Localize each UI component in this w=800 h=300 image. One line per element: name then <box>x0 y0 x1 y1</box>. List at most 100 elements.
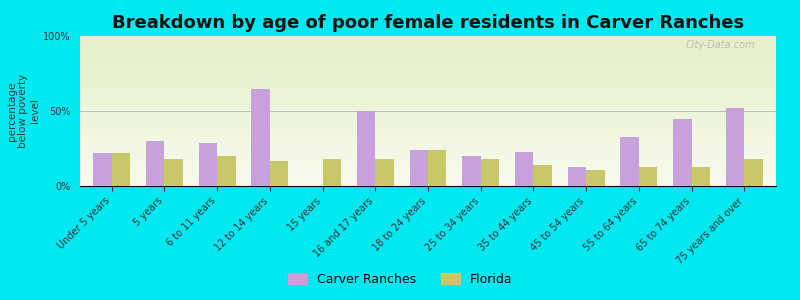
Bar <box>80 157 776 158</box>
Bar <box>80 69 776 70</box>
Bar <box>80 130 776 131</box>
Bar <box>80 185 776 186</box>
Bar <box>80 120 776 121</box>
Bar <box>80 76 776 77</box>
Bar <box>375 159 394 186</box>
Bar <box>80 80 776 81</box>
Bar <box>80 91 776 92</box>
Bar <box>80 89 776 90</box>
Bar <box>80 114 776 115</box>
Bar <box>80 106 776 107</box>
Bar <box>80 49 776 50</box>
Bar <box>462 156 481 186</box>
Bar <box>198 142 217 186</box>
Bar <box>80 155 776 156</box>
Bar <box>80 180 776 181</box>
Bar <box>80 77 776 78</box>
Bar <box>80 140 776 141</box>
Bar <box>80 137 776 138</box>
Bar <box>80 182 776 183</box>
Bar <box>80 165 776 166</box>
Bar <box>80 139 776 140</box>
Bar <box>322 159 341 186</box>
Bar <box>80 61 776 62</box>
Bar <box>80 149 776 150</box>
Bar <box>80 38 776 39</box>
Legend: Carver Ranches, Florida: Carver Ranches, Florida <box>283 268 517 291</box>
Bar <box>80 177 776 178</box>
Bar <box>481 159 499 186</box>
Bar <box>80 153 776 154</box>
Bar <box>80 124 776 125</box>
Bar <box>80 92 776 93</box>
Bar <box>80 86 776 87</box>
Bar <box>80 111 776 112</box>
Bar <box>80 168 776 169</box>
Bar <box>80 44 776 45</box>
Bar <box>80 64 776 65</box>
Bar <box>80 99 776 100</box>
Bar <box>80 100 776 101</box>
Bar <box>80 126 776 127</box>
Bar <box>80 55 776 56</box>
Bar <box>80 104 776 105</box>
Bar <box>80 37 776 38</box>
Bar <box>80 118 776 119</box>
Bar <box>80 70 776 71</box>
Bar <box>80 108 776 109</box>
Bar <box>80 118 776 119</box>
Bar <box>80 82 776 83</box>
Bar <box>80 173 776 174</box>
Bar <box>80 142 776 143</box>
Bar <box>568 167 586 186</box>
Bar <box>80 109 776 110</box>
Bar <box>80 83 776 84</box>
Bar <box>80 122 776 123</box>
Bar <box>80 133 776 134</box>
Bar <box>692 167 710 186</box>
Bar <box>80 90 776 91</box>
Bar <box>164 159 183 186</box>
Bar <box>80 117 776 118</box>
Bar <box>80 68 776 69</box>
Bar <box>80 60 776 61</box>
Title: Breakdown by age of poor female residents in Carver Ranches: Breakdown by age of poor female resident… <box>112 14 744 32</box>
Bar <box>80 144 776 145</box>
Bar <box>112 153 130 186</box>
Bar <box>80 152 776 153</box>
Bar <box>80 85 776 86</box>
Bar <box>428 150 446 186</box>
Bar <box>80 183 776 184</box>
Bar <box>80 147 776 148</box>
Bar <box>80 161 776 162</box>
Bar <box>146 141 164 186</box>
Bar <box>410 150 428 186</box>
Bar <box>80 62 776 63</box>
Bar <box>80 79 776 80</box>
Bar <box>80 59 776 60</box>
Bar <box>80 150 776 151</box>
Bar <box>251 88 270 186</box>
Bar <box>80 100 776 101</box>
Bar <box>80 57 776 58</box>
Bar <box>80 121 776 122</box>
Bar <box>80 181 776 182</box>
Bar <box>80 82 776 83</box>
Bar <box>80 132 776 133</box>
Bar <box>80 179 776 180</box>
Bar <box>80 167 776 168</box>
Bar <box>621 136 639 186</box>
Bar <box>80 87 776 88</box>
Text: City-Data.com: City-Data.com <box>686 40 755 50</box>
Bar <box>80 160 776 161</box>
Bar <box>744 159 763 186</box>
Bar <box>80 54 776 55</box>
Bar <box>80 131 776 132</box>
Y-axis label: percentage
below poverty
level: percentage below poverty level <box>6 74 40 148</box>
Bar <box>80 36 776 37</box>
Bar <box>80 94 776 95</box>
Bar <box>80 113 776 114</box>
Bar <box>80 41 776 42</box>
Bar <box>80 85 776 86</box>
Bar <box>80 97 776 98</box>
